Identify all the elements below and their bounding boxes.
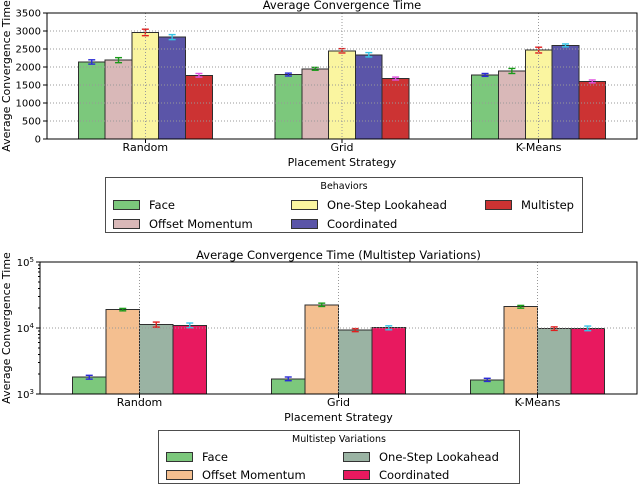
legend-item-label: One-Step Lookahead — [327, 197, 447, 212]
x-axis-label: Placement Strategy — [288, 156, 397, 169]
legend-item-label: Multistep — [521, 197, 574, 212]
x-tick-label: Grid — [327, 396, 350, 409]
legend-item-label: Face — [202, 450, 229, 464]
y-tick-label: 1000 — [16, 99, 41, 110]
bar-offset-momentum-k-means — [503, 306, 538, 395]
top-chart-average-convergence-time: 0 500 1000 1500 2000 2500 3000 3500 Random Grid K-… — [0, 0, 638, 169]
bar-coordinated-random — [158, 36, 187, 140]
bar-coordinated-random — [172, 324, 207, 395]
legend-items: Face Offset Momentum One-Step Lookahead Coo… — [159, 446, 519, 484]
legend-item-one-step-lookahead: One-Step Lookahead — [291, 195, 485, 214]
bar-coordinated-k-means — [551, 44, 580, 140]
multistep-swatch — [485, 199, 512, 210]
legend-item-label: Offset Momentum — [202, 468, 306, 482]
y-tick-label: 105 — [17, 256, 34, 269]
legend-item-coordinated: Coordinated — [343, 466, 521, 484]
bar-face-grid — [274, 74, 303, 140]
bar-one-step-lookahead-grid — [338, 329, 373, 395]
bar-multistep-k-means — [578, 80, 607, 140]
bar-coordinated-grid — [371, 327, 406, 395]
legend-item-label: Offset Momentum — [149, 216, 253, 231]
legend-item-face: Face — [113, 195, 291, 214]
coordinated-swatch — [291, 218, 318, 229]
chart-title: Average Convergence Time (Multistep Vari… — [196, 250, 481, 262]
bar-coordinated-grid — [354, 54, 383, 140]
x-axis-label: Placement Strategy — [284, 411, 393, 424]
legend-item-multistep: Multistep — [485, 195, 577, 214]
bar-offset-momentum-random — [105, 309, 140, 395]
legend-item-label: Face — [149, 197, 176, 212]
y-tick-label: 3500 — [16, 9, 41, 20]
y-tick-label: 500 — [22, 117, 41, 128]
bar-coordinated-k-means — [570, 327, 605, 395]
y-tick-label: 3000 — [16, 27, 41, 38]
bar-multistep-grid — [381, 78, 410, 140]
face-swatch — [166, 452, 193, 462]
bar-offset-momentum-k-means — [497, 70, 526, 140]
bar-face-random — [77, 61, 106, 140]
legend-item-one-step-lookahead: One-Step Lookahead — [343, 448, 521, 466]
x-tick-label: K-Means — [515, 396, 561, 409]
y-axis-label: Average Convergence Time — [0, 252, 13, 404]
bar-one-step-lookahead-k-means — [537, 328, 572, 395]
bar-one-step-lookahead-random — [139, 323, 174, 395]
y-tick-label: 2500 — [16, 45, 41, 56]
bar-offset-momentum-random — [104, 59, 133, 140]
y-axis-label: Average Convergence Time — [0, 0, 13, 152]
behaviors-legend: Behaviors Face Offset Momentum One-Step Loo… — [105, 177, 583, 233]
legend-title: Behaviors — [320, 181, 368, 192]
offset-momentum-swatch — [113, 218, 140, 229]
legend-item-label: Coordinated — [379, 468, 450, 482]
face-swatch — [113, 199, 140, 210]
legend-item-offset-momentum: Offset Momentum — [166, 466, 343, 484]
legend-item-coordinated: Coordinated — [291, 214, 485, 233]
y-tick-label: 0 — [35, 135, 41, 146]
x-tick-label: K-Means — [516, 141, 562, 154]
y-tick-label: 104 — [17, 322, 35, 335]
x-tick-label: Random — [123, 141, 169, 154]
chart-title: Average Convergence Time — [263, 0, 422, 12]
y-tick-label: 103 — [17, 388, 34, 401]
legend-title: Multistep Variations — [292, 434, 386, 445]
y-tick-label: 2000 — [16, 63, 41, 74]
offset-momentum-swatch — [166, 470, 193, 480]
x-tick-label: Random — [117, 396, 163, 409]
one-step-lookahead-swatch — [291, 199, 318, 210]
legend-item-face: Face — [166, 448, 343, 466]
x-tick-label: Grid — [330, 141, 353, 154]
multistep-variations-legend: Multistep Variations Face Offset Momentum O… — [158, 430, 520, 484]
bar-multistep-random — [185, 74, 213, 140]
legend-items: Face Offset Momentum One-Step Lookahead Coo… — [106, 193, 582, 233]
bar-offset-momentum-grid — [301, 68, 330, 140]
legend-item-offset-momentum: Offset Momentum — [113, 214, 291, 233]
bottom-chart-multistep-variations: 103 104 105 Random Grid K-Means Average Conver… — [0, 250, 638, 424]
coordinated-swatch — [343, 470, 370, 480]
legend-item-label: One-Step Lookahead — [379, 450, 499, 464]
legend-item-label: Coordinated — [327, 216, 398, 231]
one-step-lookahead-swatch — [343, 452, 370, 462]
y-tick-label: 1500 — [16, 81, 41, 92]
bar-offset-momentum-grid — [304, 304, 339, 395]
